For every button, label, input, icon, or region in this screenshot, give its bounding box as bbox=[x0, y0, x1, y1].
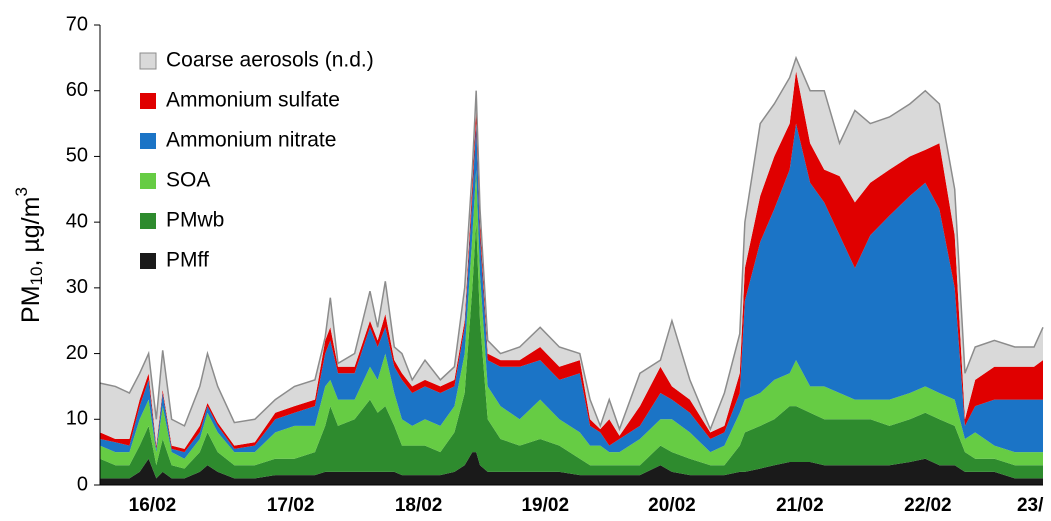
x-tick-label: 18/02 bbox=[395, 495, 443, 516]
x-tick-label: 20/02 bbox=[648, 495, 696, 516]
legend-label: PMwb bbox=[166, 209, 224, 232]
legend-label: PMff bbox=[166, 249, 209, 272]
legend-label: Coarse aerosols (n.d.) bbox=[166, 49, 374, 72]
y-tick-label: 70 bbox=[66, 13, 88, 35]
legend-label: SOA bbox=[166, 169, 210, 192]
area bbox=[100, 222, 1043, 479]
x-tick-label: 17/02 bbox=[267, 495, 315, 516]
legend-swatch bbox=[140, 253, 156, 269]
legend-swatch bbox=[140, 93, 156, 109]
area bbox=[100, 169, 1043, 469]
legend-swatch bbox=[140, 133, 156, 149]
legend-swatch bbox=[140, 213, 156, 229]
x-tick-label: 19/02 bbox=[521, 495, 569, 516]
y-label-rest: , µg/m bbox=[17, 197, 45, 267]
y-axis-label: PM10, µg/m3 bbox=[12, 187, 46, 323]
y-label-main: PM bbox=[17, 285, 45, 323]
x-tick-label: 21/02 bbox=[776, 495, 824, 516]
y-tick-label: 40 bbox=[66, 210, 88, 232]
area-outline bbox=[99, 55, 1044, 432]
y-tick-label: 0 bbox=[77, 473, 88, 495]
area bbox=[100, 452, 1043, 485]
y-tick-label: 20 bbox=[66, 342, 88, 364]
x-tick-label: 23/ bbox=[1017, 495, 1044, 516]
y-tick-label: 60 bbox=[66, 79, 88, 101]
legend: Coarse aerosols (n.d.) Ammonium sulfate Am… bbox=[139, 49, 374, 272]
x-tick-label: 22/02 bbox=[904, 495, 952, 516]
area bbox=[100, 123, 1043, 459]
y-label-sub: 10 bbox=[27, 267, 46, 286]
legend-label: Ammonium nitrate bbox=[166, 129, 336, 152]
legend-swatch bbox=[139, 52, 157, 70]
y-label-sup: 3 bbox=[12, 187, 31, 196]
legend-label: Ammonium sulfate bbox=[166, 89, 340, 112]
y-tick-label: 10 bbox=[66, 408, 88, 430]
y-tick-label: 30 bbox=[66, 276, 88, 298]
area bbox=[100, 57, 1043, 449]
x-tick-label: 16/02 bbox=[129, 495, 177, 516]
legend-swatch bbox=[140, 173, 156, 189]
y-tick-label: 50 bbox=[66, 145, 88, 167]
area bbox=[100, 71, 1043, 453]
